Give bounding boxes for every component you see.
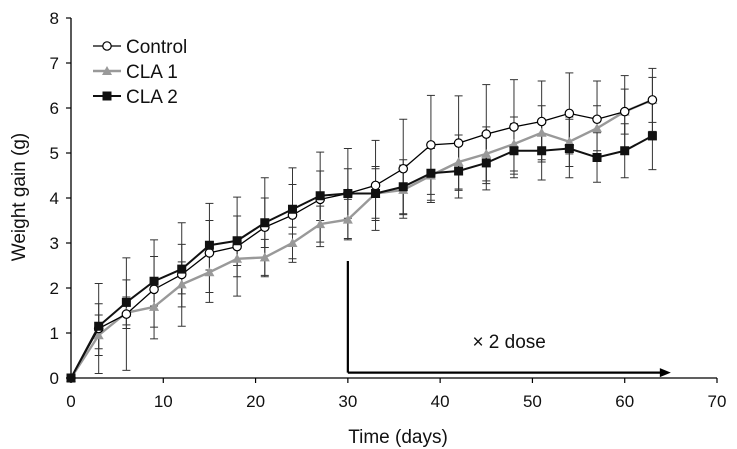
data-point-control (370, 180, 381, 191)
data-point-cla-2 (647, 131, 657, 141)
series-line-cla-1 (69, 98, 653, 379)
y-tick-label: 2 (50, 279, 59, 298)
data-point-cla-2 (177, 264, 187, 274)
data-point-cla-1 (176, 279, 187, 289)
data-series (66, 94, 658, 383)
legend-marker-cla-2 (102, 91, 112, 101)
data-point-control (426, 140, 436, 150)
data-point-cla-2 (398, 182, 408, 192)
x-axis-label: Time (days) (348, 427, 448, 448)
data-point-cla-1 (149, 301, 160, 311)
data-point-control (398, 163, 409, 174)
data-point-control (536, 116, 547, 127)
data-point-cla-1 (453, 157, 464, 166)
legend: Control CLA 1 CLA 2 (93, 37, 187, 108)
legend-marker-control (102, 41, 112, 51)
data-point-cla-2 (66, 373, 76, 383)
data-point-cla-2 (426, 168, 436, 178)
data-point-cla-2 (564, 144, 574, 153)
legend-marker-cla-1 (102, 66, 112, 75)
x-tick-label: 60 (615, 392, 634, 411)
data-point-cla-1 (342, 214, 353, 224)
data-point-control (592, 114, 602, 125)
data-point-cla-1 (259, 252, 270, 262)
legend-label-cla-1: CLA 1 (126, 62, 178, 83)
data-point-cla-1 (93, 330, 104, 340)
data-point-control (204, 248, 215, 258)
data-point-cla-2 (509, 146, 519, 156)
x-tick-label: 50 (523, 392, 542, 411)
series-cla-2 (66, 131, 657, 383)
dose-annotation (346, 261, 671, 378)
data-point-cla-2 (121, 297, 131, 307)
data-point-control (647, 95, 658, 105)
data-point-cla-2 (481, 158, 491, 168)
series-line-cla-2 (70, 135, 653, 379)
x-tick-label: 30 (338, 392, 357, 411)
x-tick-label: 70 (708, 392, 727, 411)
y-tick-label: 4 (50, 189, 59, 208)
x-tick-label: 0 (66, 392, 75, 411)
data-point-cla-2 (620, 146, 630, 156)
data-point-cla-1 (481, 148, 492, 158)
dose-arrow-head (659, 368, 671, 378)
data-point-cla-1 (508, 139, 519, 148)
data-point-cla-2 (315, 191, 325, 201)
data-point-control (481, 129, 492, 139)
y-tick-label: 8 (50, 9, 59, 28)
y-tick-label: 0 (50, 369, 59, 388)
data-point-cla-2 (537, 146, 547, 156)
data-point-control (453, 138, 464, 148)
data-point-cla-2 (94, 321, 104, 331)
data-point-cla-2 (204, 240, 214, 250)
y-tick-label: 3 (50, 234, 59, 253)
data-point-cla-1 (287, 238, 298, 247)
data-point-cla-2 (454, 166, 464, 176)
legend-label-control: Control (126, 37, 187, 58)
data-point-cla-2 (343, 189, 353, 198)
data-point-cla-2 (592, 153, 602, 162)
data-point-control (121, 309, 132, 319)
y-tick-label: 1 (50, 324, 59, 343)
axes: 0 1 2 3 4 5 6 7 8 0 10 20 30 40 50 60 70 (50, 9, 727, 411)
y-tick-label: 6 (50, 99, 59, 118)
data-point-cla-1 (592, 123, 603, 133)
data-point-cla-2 (287, 204, 297, 214)
annotation-text: × 2 dose (472, 332, 545, 353)
y-axis-label: Weight gain (g) (9, 133, 30, 262)
x-tick-label: 20 (246, 392, 265, 411)
data-point-cla-1 (315, 219, 326, 229)
data-point-control (564, 108, 575, 119)
x-tick-label: 10 (154, 392, 173, 411)
data-point-cla-1 (232, 253, 243, 263)
data-point-cla-2 (232, 236, 242, 246)
legend-label-cla-2: CLA 2 (126, 87, 178, 108)
data-point-cla-2 (149, 276, 159, 286)
x-tick-label: 40 (431, 392, 450, 411)
data-point-control (149, 284, 159, 295)
data-point-cla-1 (536, 127, 547, 137)
y-tick-label: 5 (50, 144, 59, 163)
data-point-control (509, 122, 519, 132)
series-line-control (70, 99, 653, 379)
data-point-cla-2 (260, 218, 270, 228)
data-point-control (619, 106, 630, 117)
y-tick-label: 7 (50, 54, 59, 73)
data-point-cla-2 (371, 189, 381, 198)
data-point-cla-1 (564, 136, 575, 146)
data-point-cla-1 (204, 267, 215, 277)
